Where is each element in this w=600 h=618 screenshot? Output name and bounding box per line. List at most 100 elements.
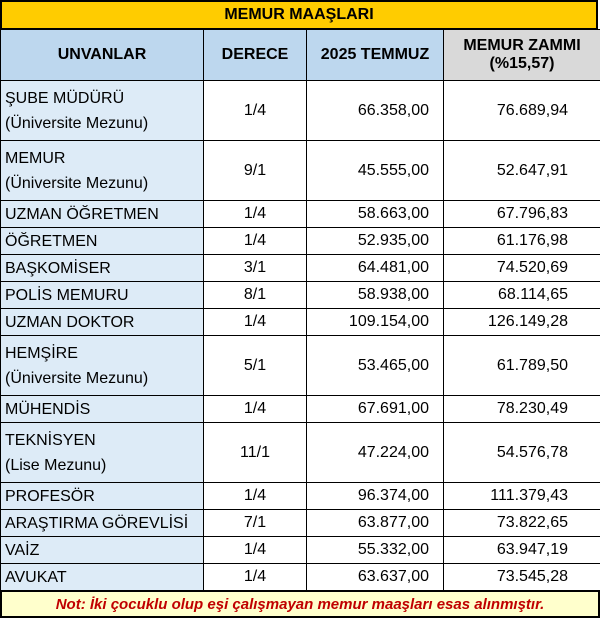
unvan-name: ŞUBE MÜDÜRÜ (5, 86, 203, 111)
cell-memur-zammi: 76.689,94 (444, 81, 600, 141)
cell-unvan: UZMAN DOKTOR (1, 309, 204, 336)
unvan-name: BAŞKOMİSER (5, 256, 203, 281)
cell-unvan: ÖĞRETMEN (1, 228, 204, 255)
header-memur-zammi-line1: MEMUR ZAMMI (444, 37, 600, 55)
unvan-education: (Üniversite Mezunu) (5, 366, 203, 391)
cell-unvan: ARAŞTIRMA GÖREVLİSİ (1, 510, 204, 537)
cell-unvan: UZMAN ÖĞRETMEN (1, 201, 204, 228)
cell-unvan: TEKNİSYEN(Lise Mezunu) (1, 423, 204, 483)
unvan-education: (Üniversite Mezunu) (5, 171, 203, 196)
header-derece: DERECE (204, 30, 307, 81)
cell-unvan: MEMUR(Üniversite Mezunu) (1, 141, 204, 201)
cell-memur-zammi: 67.796,83 (444, 201, 600, 228)
cell-memur-zammi: 61.176,98 (444, 228, 600, 255)
cell-unvan: MÜHENDİS (1, 396, 204, 423)
cell-2025-temmuz: 45.555,00 (307, 141, 444, 201)
cell-2025-temmuz: 47.224,00 (307, 423, 444, 483)
unvan-name: PROFESÖR (5, 484, 203, 509)
cell-2025-temmuz: 96.374,00 (307, 483, 444, 510)
cell-unvan: BAŞKOMİSER (1, 255, 204, 282)
cell-memur-zammi: 73.545,28 (444, 564, 600, 591)
cell-unvan: VAİZ (1, 537, 204, 564)
cell-derece: 8/1 (204, 282, 307, 309)
cell-memur-zammi: 126.149,28 (444, 309, 600, 336)
header-memur-zammi: MEMUR ZAMMI (%15,57) (444, 30, 600, 81)
unvan-name: TEKNİSYEN (5, 428, 203, 453)
unvan-name: UZMAN ÖĞRETMEN (5, 202, 203, 227)
cell-2025-temmuz: 52.935,00 (307, 228, 444, 255)
cell-2025-temmuz: 67.691,00 (307, 396, 444, 423)
cell-derece: 3/1 (204, 255, 307, 282)
cell-derece: 1/4 (204, 228, 307, 255)
cell-memur-zammi: 52.647,91 (444, 141, 600, 201)
header-2025-temmuz: 2025 TEMMUZ (307, 30, 444, 81)
cell-derece: 5/1 (204, 336, 307, 396)
footnote: Not: İki çocuklu olup eşi çalışmayan mem… (0, 591, 600, 618)
cell-memur-zammi: 68.114,65 (444, 282, 600, 309)
cell-2025-temmuz: 66.358,00 (307, 81, 444, 141)
unvan-name: MEMUR (5, 146, 203, 171)
unvan-name: AVUKAT (5, 565, 203, 590)
unvan-name: HEMŞİRE (5, 341, 203, 366)
cell-2025-temmuz: 55.332,00 (307, 537, 444, 564)
unvan-education: (Üniversite Mezunu) (5, 111, 203, 136)
cell-memur-zammi: 63.947,19 (444, 537, 600, 564)
cell-derece: 1/4 (204, 201, 307, 228)
cell-unvan: ŞUBE MÜDÜRÜ(Üniversite Mezunu) (1, 81, 204, 141)
table-title: MEMUR MAAŞLARI (0, 0, 598, 29)
cell-memur-zammi: 54.576,78 (444, 423, 600, 483)
header-memur-zammi-line2: (%15,57) (444, 55, 600, 73)
cell-unvan: PROFESÖR (1, 483, 204, 510)
cell-derece: 1/4 (204, 564, 307, 591)
header-row: UNVANLAR DERECE 2025 TEMMUZ MEMUR ZAMMI … (1, 30, 600, 81)
cell-derece: 1/4 (204, 396, 307, 423)
cell-2025-temmuz: 64.481,00 (307, 255, 444, 282)
cell-derece: 1/4 (204, 81, 307, 141)
cell-unvan: AVUKAT (1, 564, 204, 591)
salary-table: UNVANLAR DERECE 2025 TEMMUZ MEMUR ZAMMI … (0, 29, 600, 591)
cell-unvan: HEMŞİRE(Üniversite Mezunu) (1, 336, 204, 396)
cell-2025-temmuz: 58.663,00 (307, 201, 444, 228)
unvan-name: MÜHENDİS (5, 397, 203, 422)
cell-memur-zammi: 61.789,50 (444, 336, 600, 396)
cell-derece: 9/1 (204, 141, 307, 201)
unvan-name: POLİS MEMURU (5, 283, 203, 308)
cell-derece: 1/4 (204, 537, 307, 564)
cell-derece: 11/1 (204, 423, 307, 483)
cell-2025-temmuz: 63.637,00 (307, 564, 444, 591)
cell-memur-zammi: 78.230,49 (444, 396, 600, 423)
unvan-name: ARAŞTIRMA GÖREVLİSİ (5, 511, 203, 536)
header-unvanlar: UNVANLAR (1, 30, 204, 81)
cell-memur-zammi: 74.520,69 (444, 255, 600, 282)
unvan-name: ÖĞRETMEN (5, 229, 203, 254)
cell-2025-temmuz: 53.465,00 (307, 336, 444, 396)
unvan-name: VAİZ (5, 538, 203, 563)
unvan-name: UZMAN DOKTOR (5, 310, 203, 335)
cell-2025-temmuz: 63.877,00 (307, 510, 444, 537)
cell-derece: 1/4 (204, 309, 307, 336)
cell-derece: 1/4 (204, 483, 307, 510)
cell-memur-zammi: 73.822,65 (444, 510, 600, 537)
unvan-education: (Lise Mezunu) (5, 453, 203, 478)
cell-unvan: POLİS MEMURU (1, 282, 204, 309)
cell-2025-temmuz: 109.154,00 (307, 309, 444, 336)
cell-2025-temmuz: 58.938,00 (307, 282, 444, 309)
cell-memur-zammi: 111.379,43 (444, 483, 600, 510)
cell-derece: 7/1 (204, 510, 307, 537)
